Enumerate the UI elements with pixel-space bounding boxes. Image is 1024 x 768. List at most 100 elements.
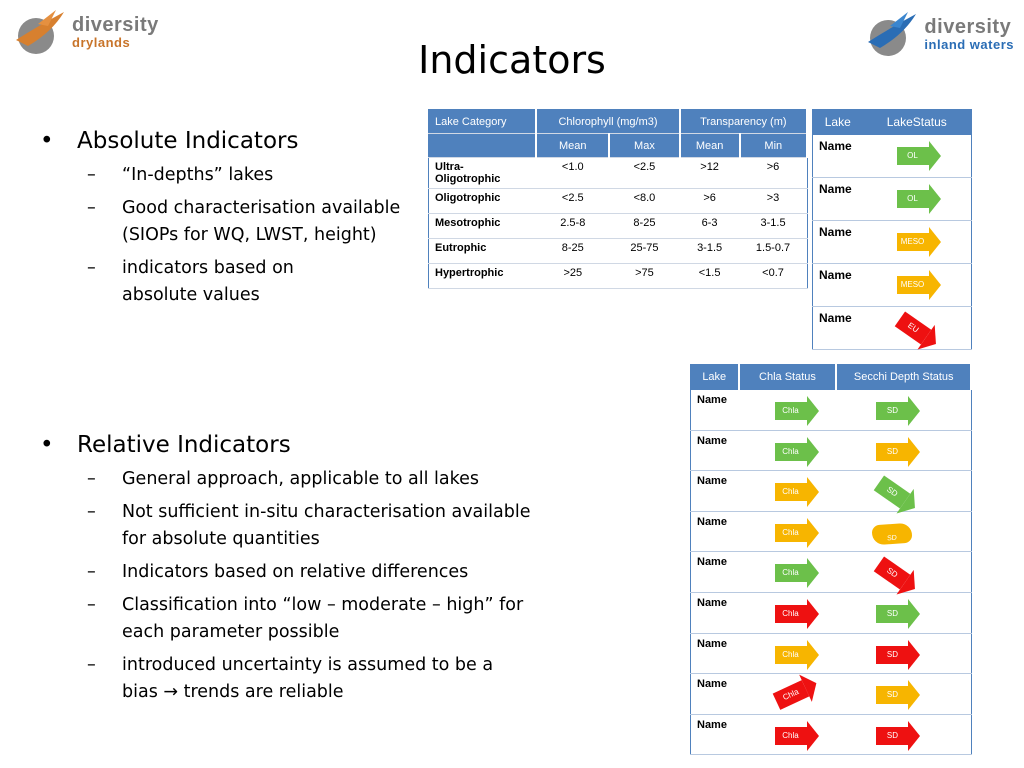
logo-word-diversity: diversity bbox=[72, 13, 159, 36]
chla-status-cell: Chla bbox=[738, 389, 837, 431]
absolute-item: Good characterisation available (SIOPs f… bbox=[122, 198, 401, 245]
chla-arrow-label: Chla bbox=[782, 487, 799, 497]
lake-category-cell: Oligotrophic bbox=[428, 188, 537, 214]
table-row: Name Chla SD bbox=[690, 714, 971, 756]
bullet-dot: • bbox=[40, 128, 54, 154]
chla-status-cell: Chla bbox=[738, 511, 837, 553]
sd-arrow-label: SD bbox=[887, 534, 898, 543]
header-lake: Lake bbox=[690, 364, 740, 390]
lake-status-cell: EU bbox=[862, 306, 972, 350]
lake-name-cell: Name bbox=[812, 134, 863, 178]
bullet-dash: – bbox=[87, 595, 96, 615]
value-cell: >6 bbox=[679, 188, 740, 214]
lake-name-cell: Name bbox=[690, 430, 739, 472]
chla-arrow-icon: Chla bbox=[774, 598, 819, 629]
sd-status-cell: SD bbox=[836, 714, 971, 756]
chla-status-cell: Chla bbox=[738, 470, 837, 512]
table-row: Mesotrophic 2.5-8 8-25 6-3 3-1.5 bbox=[428, 213, 807, 239]
subheader-chl-mean: Mean bbox=[536, 133, 611, 158]
value-cell: <0.7 bbox=[739, 263, 807, 289]
value-cell: <2.5 bbox=[536, 188, 610, 214]
status-arrow-label: EU bbox=[905, 320, 920, 335]
table-row: Ultra- Oligotrophic <1.0 <2.5 >12 >6 bbox=[428, 157, 807, 189]
table-row: Name MESO bbox=[812, 220, 972, 264]
chla-arrow-icon: Chla bbox=[774, 436, 819, 467]
subheader-trans-mean: Mean bbox=[679, 133, 741, 158]
relative-item: Indicators based on relative differences bbox=[122, 562, 469, 582]
lake-name-cell: Name bbox=[690, 592, 739, 634]
status-arrow-label: MESO bbox=[900, 280, 925, 289]
relative-heading: Relative Indicators bbox=[77, 432, 291, 458]
chla-arrow-icon: Chla bbox=[772, 680, 809, 711]
table-row: Name MESO bbox=[812, 263, 972, 307]
globe-bird-icon bbox=[16, 10, 64, 54]
status-arrow-label: OL bbox=[907, 194, 918, 203]
logo-word-diversity: diversity bbox=[924, 15, 1012, 38]
table-row: Name Chla SD bbox=[690, 551, 971, 593]
chla-arrow-label: Chla bbox=[782, 568, 799, 578]
lake-status-cell: MESO bbox=[862, 220, 972, 264]
lake-category-cell: Eutrophic bbox=[428, 238, 537, 264]
chla-arrow-label: Chla bbox=[782, 730, 799, 740]
value-cell: <1.0 bbox=[536, 157, 610, 189]
logo-word-inland-waters: inland waters bbox=[924, 36, 1014, 52]
chla-status-cell: Chla bbox=[738, 430, 837, 472]
status-arrow-icon: OL bbox=[896, 140, 941, 171]
chla-status-cell: Chla bbox=[738, 592, 837, 634]
sd-arrow-label: SD bbox=[886, 405, 898, 415]
chla-arrow-label: Chla bbox=[782, 446, 799, 456]
relative-item: General approach, applicable to all lake… bbox=[122, 469, 479, 489]
sd-status-cell: SD bbox=[836, 470, 971, 512]
table-row: Name OL bbox=[812, 134, 972, 178]
table-row: Oligotrophic <2.5 <8.0 >6 >3 bbox=[428, 188, 807, 214]
table-row: Hypertrophic >25 >75 <1.5 <0.7 bbox=[428, 263, 807, 289]
lake-name-cell: Name bbox=[690, 511, 739, 553]
relative-item: introduced uncertainty is assumed to be … bbox=[122, 655, 494, 702]
lake-category-cell: Ultra- Oligotrophic bbox=[428, 157, 537, 189]
lake-category-cell: Hypertrophic bbox=[428, 263, 537, 289]
header-chla-status: Chla Status bbox=[738, 364, 838, 390]
header-lake-category: Lake Category bbox=[428, 109, 538, 134]
sd-arrow-icon: SD bbox=[872, 522, 913, 546]
lake-status-table: Lake LakeStatus Name OL Name OL Name MESO Name… bbox=[812, 109, 972, 350]
bullet-dash: – bbox=[87, 258, 96, 278]
value-cell: >25 bbox=[536, 263, 610, 289]
table-row: Name Chla SD bbox=[690, 389, 971, 431]
table-row: Name Chla SD bbox=[690, 470, 971, 512]
value-cell: 8-25 bbox=[609, 213, 680, 239]
header-chlorophyll: Chlorophyll (mg/m3) bbox=[536, 109, 681, 134]
chla-arrow-icon: Chla bbox=[774, 720, 819, 751]
value-cell: 3-1.5 bbox=[679, 238, 740, 264]
sd-status-cell: SD bbox=[836, 633, 971, 675]
lake-name-cell: Name bbox=[690, 633, 739, 675]
value-cell: <8.0 bbox=[609, 188, 680, 214]
sd-status-cell: SD bbox=[836, 389, 971, 431]
sd-arrow-icon: SD bbox=[876, 680, 921, 711]
lake-status-cell: OL bbox=[862, 177, 972, 221]
sd-arrow-label: SD bbox=[886, 649, 898, 659]
chla-arrow-label: Chla bbox=[782, 608, 799, 618]
sd-arrow-label: SD bbox=[886, 690, 898, 700]
sd-arrow-icon: SD bbox=[874, 556, 911, 590]
sd-arrow-label: SD bbox=[885, 484, 900, 499]
table-row: Name EU bbox=[812, 306, 972, 350]
chla-arrow-icon: Chla bbox=[774, 395, 819, 426]
sd-arrow-icon: SD bbox=[876, 395, 921, 426]
relative-status-table: Lake Chla Status Secchi Depth Status Nam… bbox=[690, 364, 972, 756]
absolute-indicators-section: • Absolute Indicators – “In-depths” lakes … bbox=[40, 126, 400, 315]
bullet-dash: – bbox=[87, 562, 96, 582]
sd-status-cell: SD bbox=[836, 430, 971, 472]
sd-arrow-icon: SD bbox=[876, 720, 921, 751]
bullet-dash: – bbox=[87, 469, 96, 489]
value-cell: 3-1.5 bbox=[739, 213, 807, 239]
header-lakestatus: LakeStatus bbox=[862, 109, 972, 135]
lake-name-cell: Name bbox=[690, 389, 739, 431]
value-cell: <2.5 bbox=[609, 157, 680, 189]
table-row: Eutrophic 8-25 25-75 3-1.5 1.5-0.7 bbox=[428, 238, 807, 264]
lake-name-cell: Name bbox=[690, 470, 739, 512]
absolute-heading: Absolute Indicators bbox=[77, 128, 299, 154]
sd-arrow-icon: SD bbox=[876, 436, 921, 467]
status-arrow-label: OL bbox=[907, 150, 918, 160]
table-row: Name Chla SD bbox=[690, 430, 971, 472]
status-arrow-label: MESO bbox=[900, 237, 925, 246]
